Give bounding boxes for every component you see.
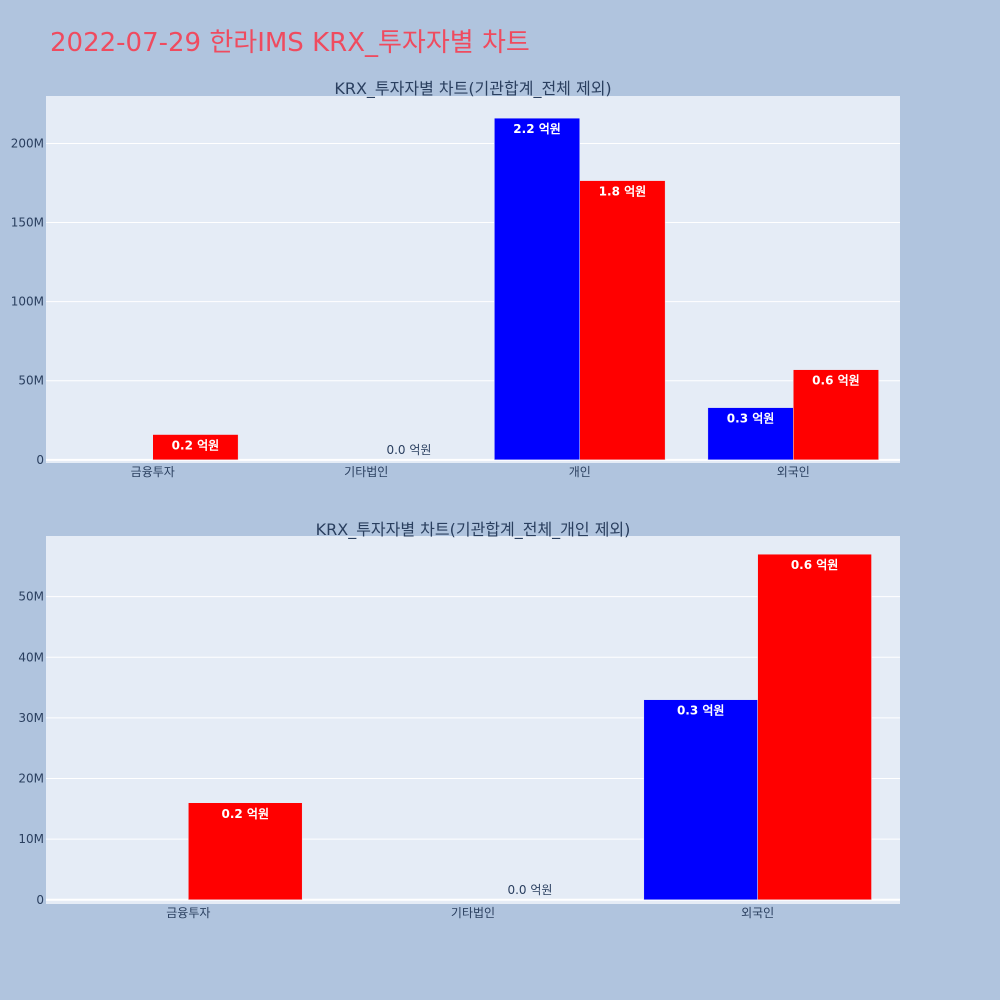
y-tick-label: 150M (11, 216, 44, 230)
bar-label: 0.6 억원 (791, 558, 839, 572)
bar (643, 699, 758, 901)
bar-label: 0.2 억원 (172, 439, 220, 453)
x-tick-label: 외국인 (777, 465, 810, 479)
bar-label: 0.0 억원 (507, 883, 552, 897)
y-tick-label: 20M (18, 772, 44, 786)
chart-top: 0 50M 100M 150M 200M KRX_투자자별 차트(기관합계_전체 제외) 0… (11, 79, 900, 479)
x-tick-label: 기타법인 (451, 906, 495, 920)
bar-label: 0.2 억원 (222, 807, 270, 821)
y-tick-label: 100M (11, 295, 44, 309)
bar-label: 1.8 억원 (599, 185, 647, 199)
bar (707, 407, 794, 461)
bar-label: 0.3 억원 (727, 412, 775, 426)
y-tick-label: 0 (36, 893, 44, 907)
x-tick-label: 개인 (569, 465, 591, 479)
x-tick-label: 금융투자 (131, 465, 175, 479)
plot-area (46, 96, 900, 463)
bar-label: 0.0 억원 (386, 443, 431, 457)
y-tick-label: 30M (18, 711, 44, 725)
y-tick-label: 0 (36, 453, 44, 467)
chart-title: KRX_투자자별 차트(기관합계_전체 제외) (334, 79, 611, 99)
bar (494, 117, 581, 461)
y-tick-label: 50M (18, 590, 44, 604)
bar-label: 0.6 억원 (812, 374, 860, 388)
chart-bottom: 0 10M 20M 30M 40M 50M KRX_투자자별 차트(기관합계_전체_개인 제… (18, 520, 900, 920)
bar-label: 2.2 억원 (513, 122, 561, 136)
y-tick-label: 50M (18, 374, 44, 388)
page-title: 2022-07-29 한라IMS KRX_투자자별 차트 (50, 28, 530, 58)
bar (579, 180, 666, 461)
y-tick-label: 10M (18, 832, 44, 846)
bar-label: 0.3 억원 (677, 704, 725, 718)
bar (793, 369, 879, 461)
bar (152, 434, 239, 461)
x-tick-label: 금융투자 (166, 906, 210, 920)
x-tick-label: 외국인 (741, 906, 774, 920)
y-tick-label: 40M (18, 650, 44, 664)
x-tick-label: 기타법인 (344, 465, 388, 479)
chart-title: KRX_투자자별 차트(기관합계_전체_개인 제외) (316, 520, 631, 540)
bar (188, 802, 303, 901)
y-tick-label: 200M (11, 136, 44, 150)
bar (757, 553, 872, 901)
